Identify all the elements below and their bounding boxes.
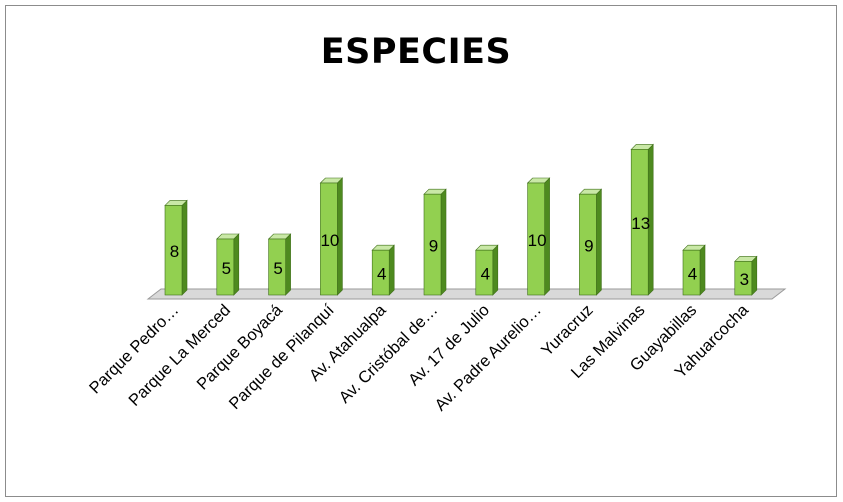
bar bbox=[423, 193, 442, 296]
data-label: 3 bbox=[740, 270, 749, 289]
data-label: 5 bbox=[273, 259, 282, 278]
bar-side bbox=[181, 199, 188, 296]
bar bbox=[527, 182, 545, 296]
bar bbox=[579, 193, 597, 296]
data-label: 9 bbox=[429, 237, 438, 256]
bar bbox=[268, 238, 286, 296]
bar bbox=[320, 182, 338, 296]
data-label: 10 bbox=[320, 231, 339, 250]
chart-floor bbox=[146, 288, 787, 300]
bar bbox=[630, 149, 649, 296]
bar-side bbox=[388, 244, 395, 296]
bar bbox=[475, 249, 494, 296]
bar bbox=[371, 249, 390, 296]
data-label: 4 bbox=[377, 265, 386, 284]
chart-title: ESPECIES bbox=[320, 32, 512, 72]
category-label: Parque Pedro… bbox=[86, 301, 182, 397]
data-label: 4 bbox=[688, 265, 697, 284]
bar-side bbox=[440, 188, 447, 296]
data-label: 4 bbox=[481, 265, 490, 284]
bar bbox=[164, 205, 183, 296]
data-label: 9 bbox=[584, 237, 593, 256]
bar bbox=[216, 238, 235, 296]
bar bbox=[734, 261, 753, 296]
bar-side bbox=[285, 233, 291, 296]
bar bbox=[682, 249, 701, 296]
bar-side bbox=[751, 255, 758, 296]
bar-side bbox=[596, 188, 602, 296]
data-label: 10 bbox=[528, 231, 547, 250]
data-label: 5 bbox=[222, 259, 231, 278]
bar-side bbox=[699, 244, 706, 296]
data-label: 8 bbox=[170, 242, 179, 261]
category-label: Av. Cristóbal de… bbox=[336, 301, 442, 407]
bar-side bbox=[233, 233, 240, 296]
bar-side bbox=[492, 244, 499, 296]
data-label: 13 bbox=[631, 214, 650, 233]
